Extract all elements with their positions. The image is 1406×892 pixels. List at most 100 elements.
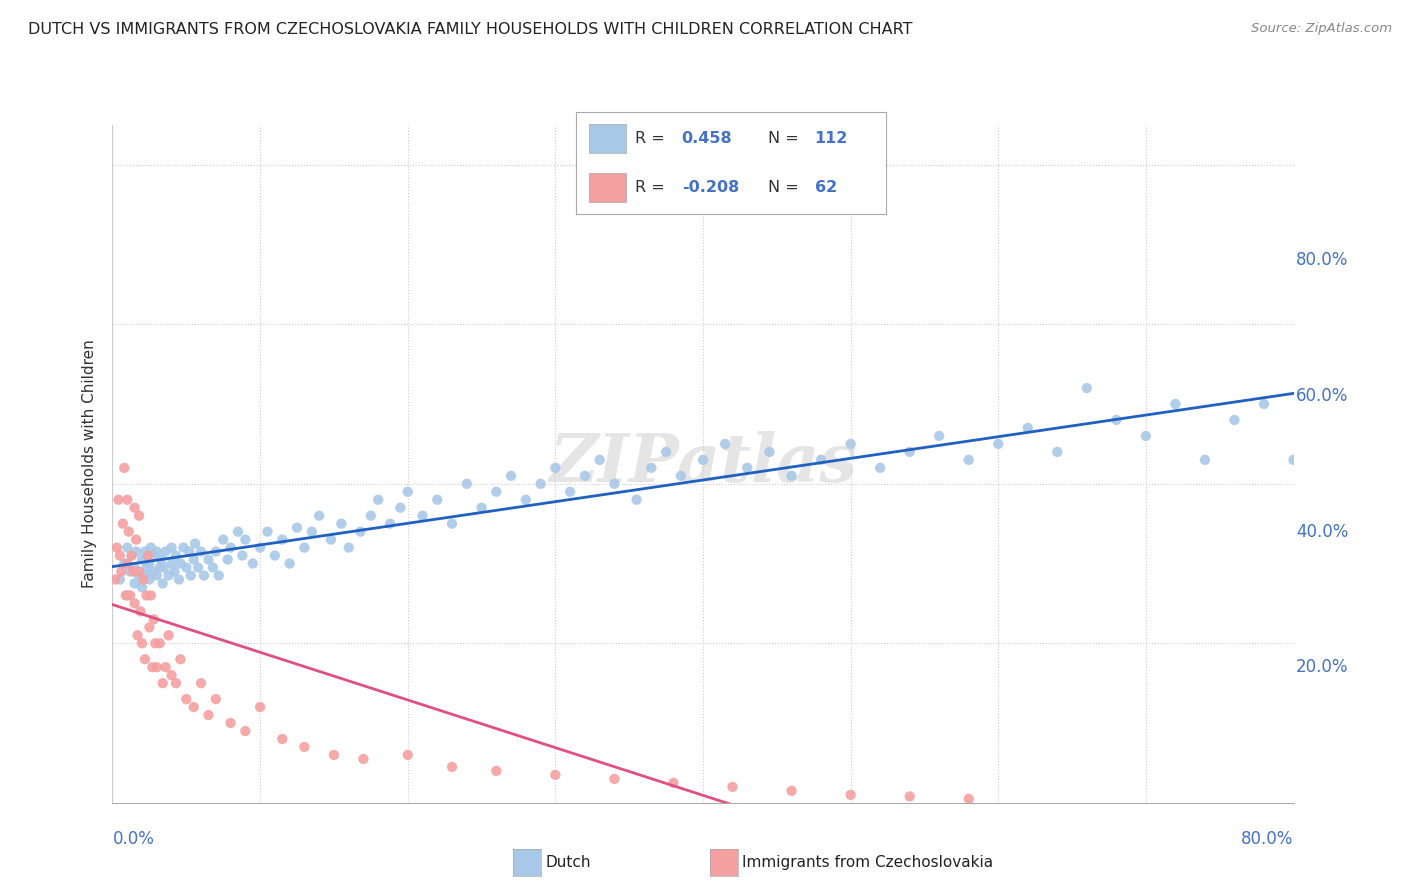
Point [122,565,145,579]
Point [1282,453,1305,467]
Point [107,492,129,507]
Point [264,549,287,563]
Point [1076,381,1098,395]
Point [378,516,401,531]
Text: DUTCH VS IMMIGRANTS FROM CZECHOSLOVAKIA FAMILY HOUSEHOLDS WITH CHILDREN CORRELAT: DUTCH VS IMMIGRANTS FROM CZECHOSLOVAKIA … [28,22,912,37]
Point [124,500,146,515]
Point [839,437,862,451]
Point [242,557,264,571]
Point [150,552,173,566]
Point [485,764,508,778]
Point [138,573,160,587]
Point [201,560,224,574]
Point [180,568,202,582]
Point [120,565,142,579]
Point [529,476,551,491]
Point [655,445,678,459]
Point [1046,445,1069,459]
Point [217,552,239,566]
Point [278,557,301,571]
Point [352,752,374,766]
Text: 40.0%: 40.0% [1296,523,1348,541]
Point [233,533,256,547]
Point [360,508,382,523]
Point [118,524,141,539]
Text: R =: R = [636,130,671,145]
Point [758,445,780,459]
Point [132,573,155,587]
Point [292,541,315,555]
Point [138,620,160,634]
Point [301,524,323,539]
Point [544,768,567,782]
Point [323,747,346,762]
Text: 80.0%: 80.0% [1241,830,1294,848]
Point [125,544,148,558]
Point [124,560,146,574]
Point [135,560,157,574]
Point [163,565,186,579]
Point [136,549,159,563]
Point [349,524,371,539]
Point [190,676,212,690]
Point [160,541,183,555]
Point [212,533,235,547]
Point [626,492,648,507]
Point [396,747,419,762]
Text: Source: ZipAtlas.com: Source: ZipAtlas.com [1251,22,1392,36]
Point [205,692,228,706]
Point [152,576,174,591]
Point [149,636,172,650]
Point [319,533,342,547]
Point [121,549,143,563]
Point [1017,421,1039,435]
Text: Immigrants from Czechoslovakia: Immigrants from Czechoslovakia [742,855,994,870]
Point [426,492,449,507]
Point [574,468,596,483]
Point [134,568,156,582]
Point [692,453,714,467]
Point [117,557,138,571]
Point [1164,397,1187,411]
Point [153,560,176,574]
Point [588,453,610,467]
Point [157,568,180,582]
Point [121,549,143,563]
Text: Dutch: Dutch [546,855,591,870]
Point [146,568,169,582]
Point [141,660,163,674]
Point [183,552,205,566]
Point [143,636,166,650]
Point [135,589,157,603]
Point [165,676,187,690]
Point [737,460,759,475]
Point [987,437,1010,451]
Point [898,789,921,804]
Point [117,492,138,507]
Point [114,589,136,603]
Point [810,453,832,467]
Point [108,573,131,587]
Point [515,492,537,507]
Point [112,460,135,475]
Point [120,589,142,603]
Text: 80.0%: 80.0% [1296,252,1348,269]
Point [128,568,150,582]
Point [197,552,219,566]
Point [127,628,149,642]
Point [292,739,315,754]
Point [780,784,803,798]
Point [603,476,626,491]
Point [110,565,132,579]
Text: 0.0%: 0.0% [112,830,155,848]
Point [142,549,165,563]
Text: 62: 62 [814,180,837,195]
Point [869,460,891,475]
Text: R =: R = [636,180,671,195]
Point [396,484,419,499]
Point [129,604,152,618]
Point [271,731,294,746]
Text: -0.208: -0.208 [682,180,740,195]
Point [662,776,685,790]
Point [337,541,360,555]
